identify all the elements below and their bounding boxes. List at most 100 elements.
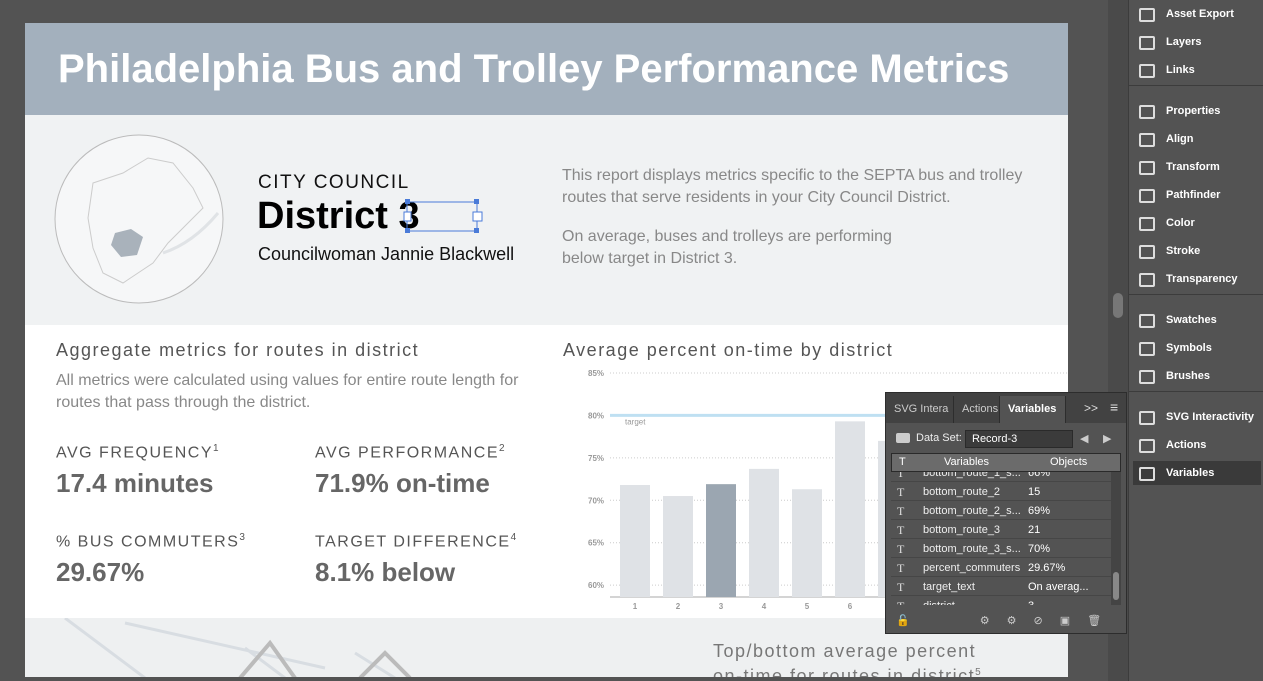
camera-icon[interactable]: [896, 433, 910, 443]
panel-icon[interactable]: [1139, 161, 1155, 175]
panel-item[interactable]: Properties: [1166, 105, 1221, 117]
panel-icon[interactable]: [1139, 411, 1155, 425]
scroll-thumb[interactable]: [1113, 293, 1123, 318]
title: Philadelphia Bus and Trolley Performance…: [58, 47, 1010, 91]
object-value: On averag...: [1028, 581, 1089, 593]
panel-item[interactable]: Links: [1166, 64, 1195, 76]
district-word: District: [257, 195, 388, 237]
x-tick-label: 3: [719, 602, 724, 611]
divider: [1129, 391, 1263, 392]
section-heading: Aggregate metrics for routes in district: [56, 340, 420, 360]
y-tick-label: 80%: [588, 411, 604, 420]
panel-item[interactable]: Transform: [1166, 161, 1220, 173]
variable-name: target_text: [923, 581, 975, 593]
tab[interactable]: Actions: [954, 396, 1000, 423]
panel-icon[interactable]: [1139, 370, 1155, 384]
panel-item[interactable]: Brushes: [1166, 370, 1211, 382]
metric-label: AVG FREQUENCY1: [56, 443, 220, 462]
bar: [835, 421, 865, 597]
bottom-heading-text: Top/bottom average percent on-time for r…: [713, 641, 977, 677]
y-tick-label: 75%: [588, 454, 604, 463]
eyebrow: CITY COUNCIL: [258, 172, 410, 193]
row-bg[interactable]: [891, 482, 1111, 501]
panel-icon[interactable]: [1139, 467, 1155, 481]
panel-icon[interactable]: [1139, 439, 1155, 453]
panel-icon[interactable]: [1139, 105, 1155, 119]
panel-item[interactable]: Stroke: [1166, 245, 1201, 257]
panel-icon[interactable]: [1139, 133, 1155, 147]
panel-icon[interactable]: [1139, 64, 1155, 78]
panel-icon[interactable]: [1139, 36, 1155, 50]
panel-item[interactable]: Asset Export: [1166, 8, 1234, 20]
x-tick-label: 4: [762, 602, 767, 611]
panel-item[interactable]: Transparency: [1166, 273, 1238, 285]
selection: [403, 199, 483, 233]
menu[interactable]: ≡: [1110, 399, 1119, 415]
object-value: 70%: [1028, 543, 1051, 555]
panel-item[interactable]: Pathfinder: [1166, 189, 1221, 201]
object-value: 29.67%: [1028, 562, 1066, 574]
metric-value: 17.4 minutes: [56, 468, 214, 498]
panel-item[interactable]: Variables: [1166, 467, 1215, 479]
panel-item[interactable]: Align: [1166, 133, 1194, 145]
row-bg[interactable]: [891, 558, 1111, 577]
row-bg[interactable]: [891, 520, 1111, 539]
panel-icon[interactable]: [1139, 8, 1155, 22]
section-note: All metrics were calculated using values…: [56, 372, 519, 411]
panel-icon[interactable]: [1139, 245, 1155, 259]
metric-label-text: AVG PERFORMANCE: [315, 444, 499, 462]
intro-2: On average, buses and trolleys are perfo…: [562, 228, 892, 267]
variable-name: bottom_route_1_s...: [923, 472, 1021, 479]
type-icon: T: [897, 599, 904, 605]
panel-icon[interactable]: [1139, 342, 1155, 356]
panel-item[interactable]: SVG Interactivity: [1166, 411, 1255, 423]
x-tick-label: 1: [633, 602, 638, 611]
panel-dock: Asset Export Layers Links Properties Align Tr…: [1128, 0, 1263, 681]
panel-item[interactable]: Color: [1166, 217, 1195, 229]
tab[interactable]: SVG Intera: [886, 396, 954, 423]
variable-name: bottom_route_2_s...: [923, 505, 1021, 517]
type-icon: T: [897, 504, 905, 518]
council-member: Councilwoman Jannie Blackwell: [258, 244, 515, 264]
metric-value: 71.9% on-time: [315, 468, 490, 498]
variables-panel: SVG Intera Actions Variables >> ≡ Data Set…: [885, 392, 1127, 634]
divider: [1129, 85, 1263, 86]
panel-item[interactable]: Layers: [1166, 36, 1202, 48]
panel-item[interactable]: Symbols: [1166, 342, 1212, 354]
next[interactable]: ▶: [1103, 433, 1112, 445]
object-value: 69%: [1028, 505, 1051, 517]
dataset-select[interactable]: Record-3: [965, 430, 1073, 448]
col-objects: Objects: [1050, 456, 1088, 468]
chart-title: Average percent on-time by district: [563, 340, 894, 360]
panel-icon[interactable]: [1139, 189, 1155, 203]
panel-footer: 🔓 ⚙ ⚙ ⊘ ▣ 🗑: [896, 615, 1102, 627]
type-icon: T: [897, 580, 905, 594]
panel-item[interactable]: Swatches: [1166, 314, 1217, 326]
row-bg[interactable]: [891, 501, 1111, 520]
row-bg[interactable]: [891, 539, 1111, 558]
variable-name: percent_commuters: [923, 562, 1021, 574]
district-map: [54, 134, 224, 304]
tab[interactable]: Variables: [1000, 396, 1066, 423]
collapse[interactable]: >>: [1084, 401, 1099, 415]
panel-icon[interactable]: [1139, 217, 1155, 231]
panel-item[interactable]: Actions: [1166, 439, 1207, 451]
row-bg[interactable]: [891, 577, 1111, 596]
object-value: 15: [1028, 486, 1041, 498]
metric-label-text: TARGET DIFFERENCE: [315, 533, 511, 551]
dataset-label: Data Set:: [916, 432, 962, 444]
panel-icon[interactable]: [1139, 273, 1155, 287]
panel-icon[interactable]: [1139, 314, 1155, 328]
metric-label: AVG PERFORMANCE2: [315, 443, 506, 462]
metric-label: TARGET DIFFERENCE4: [315, 532, 518, 551]
metric-value: 8.1% below: [315, 557, 456, 587]
variable-name: bottom_route_3_s...: [923, 543, 1021, 555]
bar: [706, 484, 736, 597]
type-icon: T: [897, 561, 905, 575]
row-bg[interactable]: [891, 472, 1111, 482]
table-scroll[interactable]: [1111, 472, 1121, 605]
prev[interactable]: ◀: [1080, 433, 1089, 445]
footnote: 3: [239, 532, 247, 543]
